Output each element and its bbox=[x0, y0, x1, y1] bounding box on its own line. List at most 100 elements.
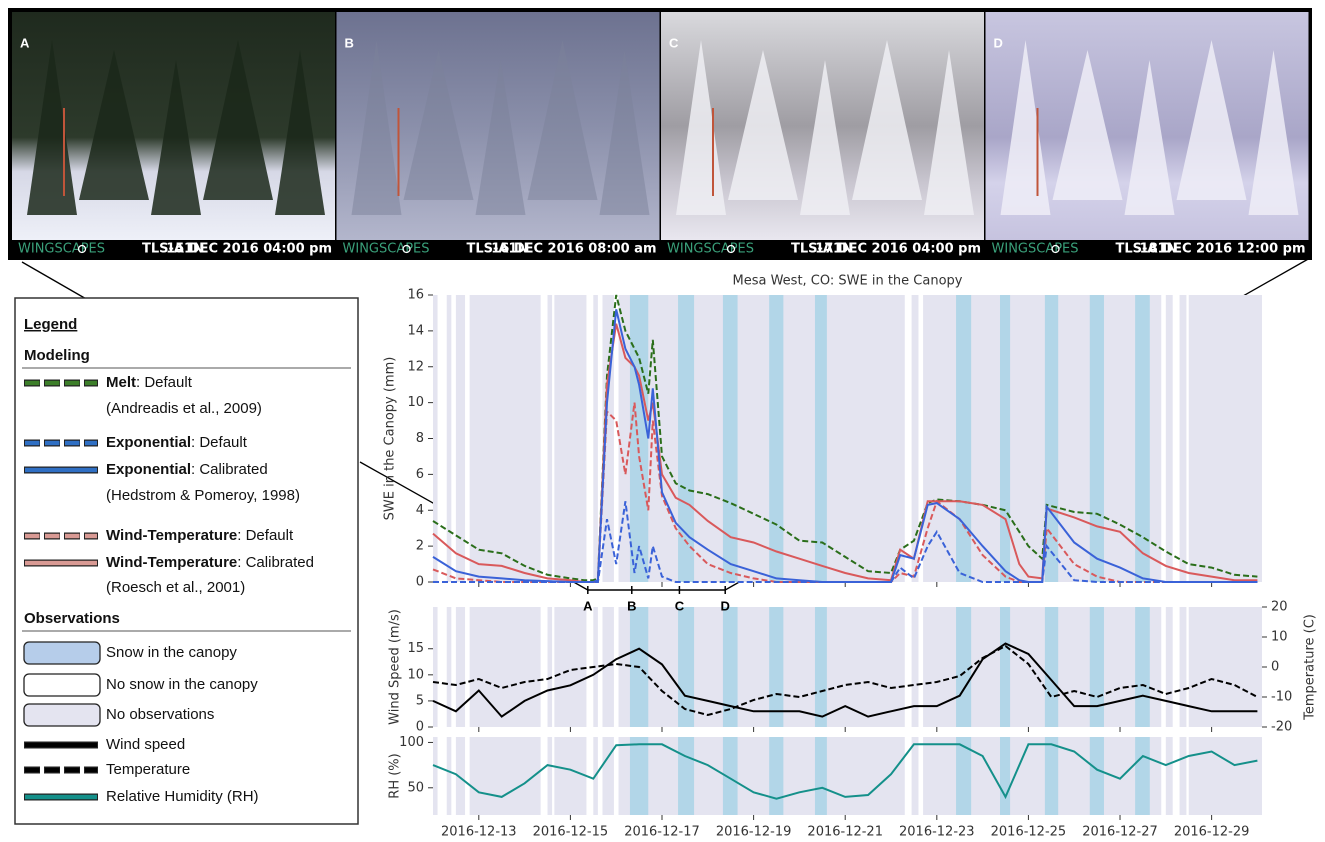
photo-label: A bbox=[20, 35, 30, 50]
legend-text: Wind speed bbox=[106, 736, 185, 753]
x-tick-label: 2016-12-25 bbox=[991, 825, 1067, 840]
brand: WINGSCAPES bbox=[667, 242, 754, 257]
y-axis-label: Wind Speed (m/s) bbox=[388, 609, 403, 725]
timestamp: 15 DEC 2016 04:00 pm bbox=[166, 242, 332, 257]
tree bbox=[1248, 50, 1299, 215]
no-snow-band bbox=[1186, 607, 1189, 727]
photo-footer bbox=[12, 240, 335, 258]
x-tick-label: 2016-12-27 bbox=[1082, 825, 1158, 840]
series-line bbox=[432, 642, 1258, 718]
legend-label: Exponential: Default bbox=[106, 434, 248, 451]
no-snow-band bbox=[586, 737, 594, 815]
y-axis-label: RH (%) bbox=[388, 753, 403, 798]
snow-band bbox=[678, 737, 695, 815]
x-tick-label: 2016-12-19 bbox=[716, 825, 792, 840]
y-tick-label: 2 bbox=[416, 539, 424, 554]
no-snow-band bbox=[918, 737, 924, 815]
no-snow-band bbox=[586, 295, 594, 582]
snow-band bbox=[956, 737, 972, 815]
snow-band bbox=[814, 295, 827, 582]
legend-bold: Wind-Temperature bbox=[106, 527, 237, 544]
legend-text: : Calibrated bbox=[191, 461, 268, 478]
y-tick-label: 50 bbox=[407, 780, 424, 795]
snow-band bbox=[722, 737, 738, 815]
no-snow-band bbox=[465, 295, 470, 582]
x-tick-label: 2016-12-29 bbox=[1174, 825, 1250, 840]
snow-band bbox=[1000, 295, 1011, 582]
y-tick-label: 6 bbox=[416, 467, 424, 482]
legend-bold: Exponential bbox=[106, 434, 191, 451]
y-tick-label: 4 bbox=[416, 503, 424, 518]
no-snow-band bbox=[451, 295, 456, 582]
y2-tick-label: 20 bbox=[1271, 600, 1288, 615]
snow-band bbox=[1135, 737, 1150, 815]
tree bbox=[527, 40, 598, 200]
no-snow-band bbox=[1172, 607, 1180, 727]
snow-band bbox=[1044, 607, 1059, 727]
legend-label: Relative Humidity (RH) bbox=[106, 788, 259, 805]
legend-label: No observations bbox=[106, 706, 214, 723]
no-snow-band bbox=[437, 607, 447, 727]
snow-band bbox=[769, 607, 784, 727]
legend-swatch bbox=[23, 703, 101, 727]
y2-tick-label: -20 bbox=[1271, 720, 1292, 735]
camera: TLS-A1N bbox=[467, 242, 529, 257]
tree bbox=[151, 60, 201, 215]
snow-band bbox=[769, 295, 784, 582]
series-line bbox=[432, 309, 1258, 583]
legend-bold: Melt bbox=[106, 374, 136, 391]
no-snow-band bbox=[552, 737, 555, 815]
no-snow-band bbox=[437, 295, 447, 582]
chart-title: Mesa West, CO: SWE in the Canopy bbox=[733, 274, 963, 289]
no-snow-band bbox=[1161, 607, 1166, 727]
timestamp: 17 DEC 2016 04:00 pm bbox=[815, 242, 981, 257]
y-tick-label: 10 bbox=[407, 395, 424, 410]
tree bbox=[1176, 40, 1247, 200]
legend-note: (Roesch et al., 2001) bbox=[106, 579, 245, 596]
no-snow-band bbox=[597, 737, 603, 815]
no-snow-band bbox=[904, 737, 912, 815]
no-snow-band bbox=[552, 295, 555, 582]
legend-label: No snow in the canopy bbox=[106, 676, 258, 693]
y2-tick-label: -10 bbox=[1271, 690, 1292, 705]
snow-band bbox=[629, 737, 649, 815]
annotation-label: D bbox=[721, 598, 730, 613]
no-snow-band bbox=[904, 295, 912, 582]
x-tick-label: 2016-12-13 bbox=[441, 825, 517, 840]
snow-band bbox=[1089, 295, 1104, 582]
snow-band bbox=[629, 295, 649, 582]
snow-band bbox=[722, 295, 738, 582]
no-snow-band bbox=[613, 607, 619, 727]
no-snow-band bbox=[437, 737, 447, 815]
legend-text: No snow in the canopy bbox=[106, 676, 258, 693]
legend-text: Temperature bbox=[106, 761, 190, 778]
photo-footer bbox=[985, 240, 1309, 258]
no-snow-band bbox=[465, 607, 470, 727]
legend-title: Legend bbox=[24, 316, 77, 333]
legend-heading: Modeling bbox=[24, 347, 90, 364]
no-snow-band bbox=[613, 295, 619, 582]
no-snow-band bbox=[613, 737, 619, 815]
x-tick-label: 2016-12-21 bbox=[807, 825, 883, 840]
annotation-label: C bbox=[675, 598, 685, 613]
x-tick-label: 2016-12-15 bbox=[533, 825, 609, 840]
photo-label: D bbox=[994, 35, 1003, 50]
legend-note: (Hedstrom & Pomeroy, 1998) bbox=[106, 487, 300, 504]
series-line bbox=[433, 501, 1258, 583]
y2-axis-label: Temperature (C) bbox=[1303, 614, 1318, 721]
legend-label: Exponential: Calibrated bbox=[106, 461, 268, 478]
legend-text: : Default bbox=[136, 374, 193, 391]
photo-footer bbox=[336, 240, 660, 258]
y-axis-label: SWE in the Canopy (mm) bbox=[383, 357, 398, 521]
snow-band bbox=[722, 607, 738, 727]
legend-swatch bbox=[23, 641, 101, 665]
y2-tick-label: 10 bbox=[1271, 630, 1288, 645]
tree bbox=[924, 50, 974, 215]
snow-band bbox=[956, 295, 972, 582]
snow-band bbox=[956, 607, 972, 727]
legend-text: : Default bbox=[191, 434, 248, 451]
y-tick-label: 0 bbox=[416, 720, 424, 735]
snow-band bbox=[1000, 607, 1011, 727]
no-snow-band bbox=[552, 607, 555, 727]
